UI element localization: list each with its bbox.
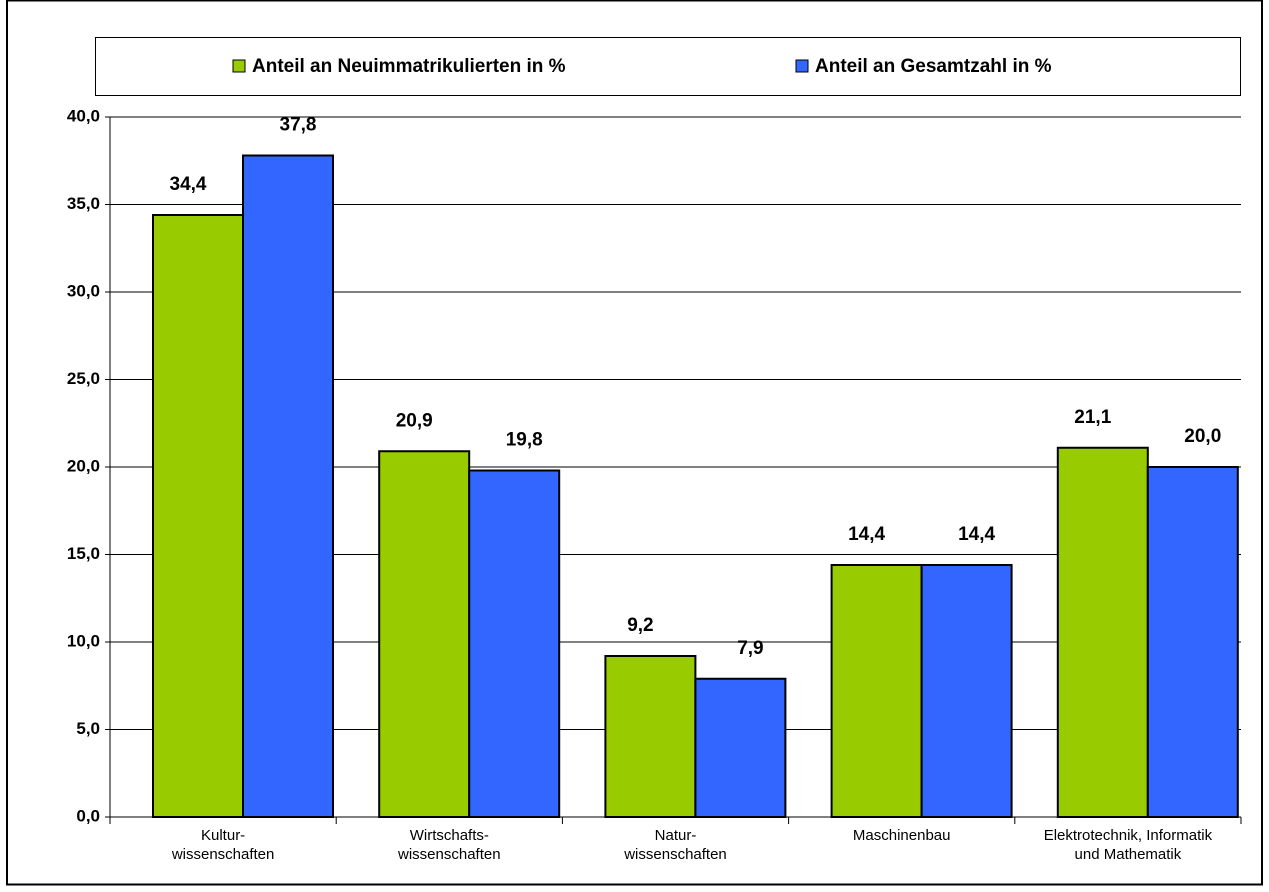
value-label: 14,4 (958, 524, 995, 545)
legend-box (95, 37, 1241, 96)
value-label: 21,1 (1074, 407, 1111, 428)
legend-swatch (232, 59, 246, 73)
y-tick-label: 40,0 (67, 106, 100, 125)
legend-label: Anteil an Gesamtzahl in % (815, 56, 1052, 77)
value-label: 37,8 (280, 115, 317, 136)
bar (1056, 446, 1149, 818)
x-tick-label: Natur- (655, 827, 697, 844)
bar (604, 655, 697, 818)
value-label: 9,2 (627, 615, 653, 636)
bar (152, 214, 244, 818)
y-tick-label: 15,0 (67, 544, 100, 563)
y-tick-label: 20,0 (67, 456, 100, 475)
y-tick-label: 5,0 (76, 719, 100, 738)
bar (830, 564, 923, 818)
y-tick-label: 0,0 (76, 806, 100, 825)
x-tick-label: Wirtschafts- (410, 827, 489, 844)
value-label: 19,8 (506, 430, 543, 451)
bar (468, 469, 561, 818)
x-tick-label: Maschinenbau (853, 827, 951, 844)
bar (694, 677, 787, 818)
y-tick-label: 30,0 (67, 281, 100, 300)
bar (920, 564, 1013, 818)
x-tick-label: wissenschaften (397, 846, 501, 863)
bar (378, 450, 471, 818)
legend-label: Anteil an Neuimmatrikulierten in % (252, 56, 566, 77)
value-label: 20,9 (396, 410, 433, 431)
value-label: 14,4 (848, 524, 885, 545)
x-tick-label: wissenschaften (171, 846, 275, 863)
y-tick-label: 10,0 (67, 631, 100, 650)
x-tick-label: und Mathematik (1075, 846, 1182, 863)
y-tick-label: 25,0 (67, 369, 100, 388)
legend-swatch (795, 59, 809, 73)
x-tick-label: Kultur- (201, 827, 245, 844)
y-tick-label: 35,0 (67, 194, 100, 213)
bar (1146, 466, 1239, 818)
value-label: 34,4 (170, 174, 207, 195)
value-label: 20,0 (1184, 426, 1221, 447)
x-tick-label: Elektrotechnik, Informatik (1044, 827, 1213, 844)
value-label: 7,9 (737, 638, 763, 659)
x-tick-label: wissenschaften (623, 846, 727, 863)
bar (242, 154, 334, 818)
